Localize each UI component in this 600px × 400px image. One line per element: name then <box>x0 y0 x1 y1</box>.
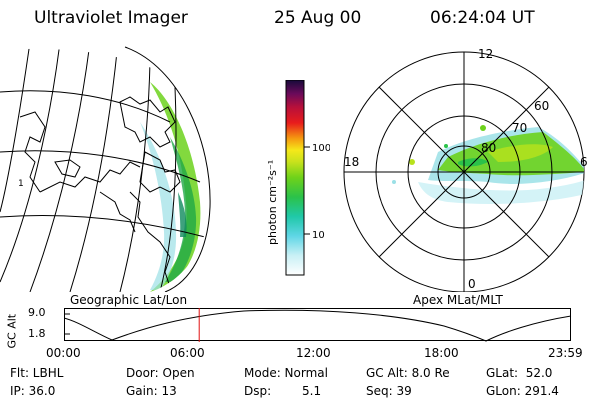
xtick-0000: 00:00 <box>46 346 81 360</box>
xtick-0600: 06:00 <box>170 346 205 360</box>
geographic-panel-label: Geographic Lat/Lon <box>70 293 188 307</box>
status-door: Door: Open <box>126 366 195 380</box>
altitude-curve <box>64 309 572 342</box>
mlt-label-18: 18 <box>344 155 359 169</box>
xtick-1800: 18:00 <box>424 346 459 360</box>
map-edge-label: 1 <box>18 179 24 189</box>
status-glon: GLon: 291.4 <box>486 384 559 398</box>
mlt-label-0: 0 <box>468 277 476 291</box>
lat-label-80: 80 <box>481 141 496 155</box>
mlt-label-6: 6 <box>580 155 588 169</box>
status-glat: GLat: 52.0 <box>486 366 553 380</box>
xtick-1200: 12:00 <box>296 346 331 360</box>
apex-panel-label: Apex MLat/MLT <box>413 293 503 307</box>
status-dsp-value: 5.1 <box>302 384 322 398</box>
status-seq: Seq: 39 <box>366 384 412 398</box>
status-dsp-label: Dsp: <box>244 384 272 398</box>
lat-label-70: 70 <box>512 121 527 135</box>
colorbar: 100 10 photon cm⁻²s⁻¹ <box>266 80 330 276</box>
date-label: 25 Aug 00 <box>274 8 362 28</box>
altitude-ytick-high: 9.0 <box>28 306 46 319</box>
colorbar-tick-10: 10 <box>312 230 325 241</box>
status-gain: Gain: 13 <box>126 384 177 398</box>
time-label: 06:24:04 UT <box>430 8 535 28</box>
status-flt: Flt: LBHL <box>10 366 64 380</box>
xtick-2359: 23:59 <box>548 346 583 360</box>
altitude-ytick-low: 1.8 <box>28 327 46 340</box>
status-gc-alt: GC Alt: 8.0 Re <box>366 366 450 380</box>
mlt-label-12: 12 <box>478 47 493 61</box>
lat-label-60: 60 <box>534 99 549 113</box>
polar-plot: 12 18 6 0 60 70 80 <box>343 47 588 292</box>
colorbar-gradient <box>285 80 305 276</box>
colorbar-unit-label: photon cm⁻²s⁻¹ <box>266 160 279 245</box>
instrument-title: Ultraviolet Imager <box>34 8 188 28</box>
geographic-map: 1 <box>0 46 211 292</box>
status-ip: IP: 36.0 <box>10 384 56 398</box>
altitude-ylabel: GC Alt <box>5 313 19 349</box>
status-mode: Mode: Normal <box>244 366 328 380</box>
altitude-plot <box>64 308 572 342</box>
colorbar-tick-100: 100 <box>312 143 330 154</box>
